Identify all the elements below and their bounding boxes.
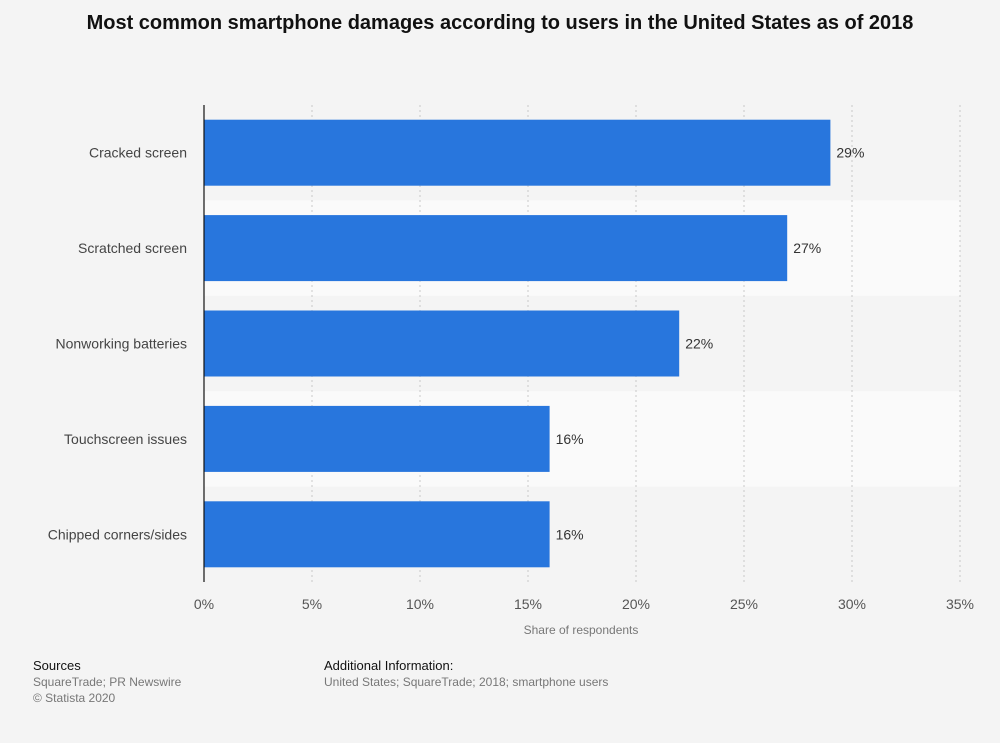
bar bbox=[204, 119, 831, 186]
additional-info-text: United States; SquareTrade; 2018; smartp… bbox=[324, 675, 609, 689]
bar bbox=[204, 405, 550, 472]
x-tick-label: 30% bbox=[838, 596, 866, 612]
sources-heading: Sources bbox=[33, 658, 81, 673]
category-label: Touchscreen issues bbox=[64, 431, 187, 447]
data-label: 27% bbox=[793, 240, 821, 256]
bar bbox=[204, 310, 680, 377]
category-label: Chipped corners/sides bbox=[48, 526, 187, 542]
chart-title: Most common smartphone damages according… bbox=[86, 12, 914, 34]
category-label: Cracked screen bbox=[89, 145, 187, 161]
category-label: Nonworking batteries bbox=[55, 336, 187, 352]
bar bbox=[204, 501, 550, 568]
bar-chart: 29% Cracked screen 27% Scratched screen 22% N… bbox=[48, 105, 974, 637]
x-tick-label: 25% bbox=[730, 596, 758, 612]
data-label: 16% bbox=[556, 526, 584, 542]
x-tick-label: 0% bbox=[194, 596, 214, 612]
x-axis-title: Share of respondents bbox=[524, 623, 639, 637]
x-tick-label: 10% bbox=[406, 596, 434, 612]
additional-info-section: Additional Information: United States; S… bbox=[324, 658, 608, 690]
additional-info-heading: Additional Information: bbox=[324, 658, 454, 673]
sources-section: Sources SquareTrade; PR Newswire © Stati… bbox=[33, 658, 181, 706]
sources-text[interactable]: SquareTrade; PR Newswire bbox=[33, 675, 182, 689]
bar bbox=[204, 215, 788, 282]
x-tick-label: 35% bbox=[946, 596, 974, 612]
x-tick-label: 15% bbox=[514, 596, 542, 612]
data-label: 22% bbox=[685, 336, 713, 352]
x-tick-label: 20% bbox=[622, 596, 650, 612]
copyright-text: © Statista 2020 bbox=[33, 691, 116, 705]
x-tick-label: 5% bbox=[302, 596, 322, 612]
data-label: 16% bbox=[556, 431, 584, 447]
category-label: Scratched screen bbox=[78, 240, 187, 256]
data-label: 29% bbox=[836, 145, 864, 161]
